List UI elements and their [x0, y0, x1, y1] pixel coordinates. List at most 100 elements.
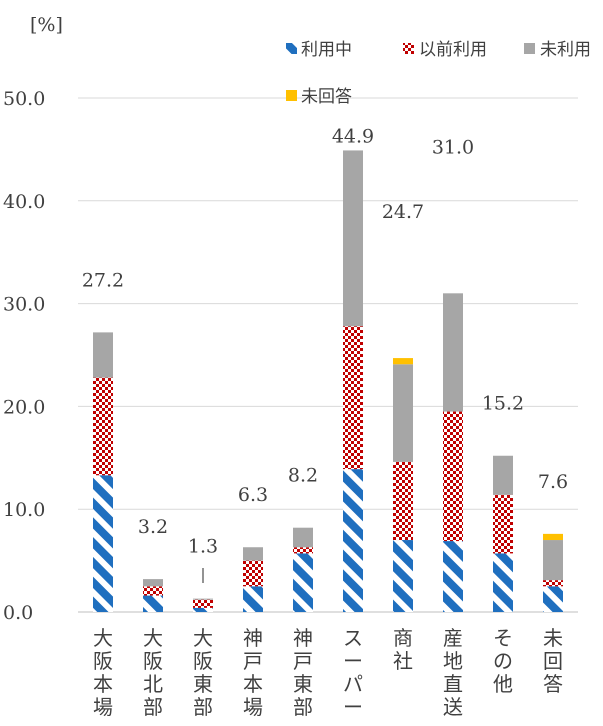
x-tick-label-char: 阪: [93, 649, 113, 673]
x-tick-label-char: 戸: [293, 649, 313, 673]
x-tick-label-char: 本: [93, 672, 113, 696]
bar-segment-2: [143, 586, 163, 596]
x-tick-label-char: 場: [243, 695, 263, 719]
legend-entry-unused: 未利用: [524, 40, 591, 60]
bar-segment-1: [493, 553, 513, 612]
total-label: 3.2: [138, 516, 168, 538]
total-label: 27.2: [82, 269, 124, 291]
legend-entry-previously-used: 以前利用: [403, 40, 487, 60]
x-tick-label-char: 東: [293, 672, 313, 696]
y-tick-label: 40.0: [3, 191, 45, 213]
x-tick-label-char: ー: [343, 649, 363, 673]
bar-segment-3: [93, 332, 113, 378]
bar-segment-3: [293, 527, 313, 548]
total-label: 7.6: [538, 471, 568, 493]
total-label: 8.2: [288, 465, 318, 487]
x-tick-label-char: 地: [443, 649, 463, 673]
total-label: 1.3: [188, 536, 218, 558]
total-label: 15.2: [482, 393, 524, 415]
x-tick-label-char: 回: [543, 649, 563, 673]
bar-segment-3: [493, 455, 513, 495]
x-tick-label-char: 阪: [143, 649, 163, 673]
y-tick-label: 50.0: [3, 88, 45, 110]
bar-segment-3: [193, 598, 213, 600]
y-tick-label: 30.0: [3, 294, 45, 316]
bar-segment-2: [93, 377, 113, 476]
bar-segment-1: [243, 586, 263, 612]
x-tick-label-char: 答: [543, 672, 563, 696]
legend-swatch-unused: [524, 43, 535, 54]
bar-segment-1: [393, 540, 413, 612]
bar-segment-3: [243, 547, 263, 561]
x-tick-label-char: 部: [143, 695, 163, 719]
bar-segment-3: [343, 150, 363, 327]
bar-segment-2: [193, 599, 213, 608]
x-tick-label-char: ー: [343, 695, 363, 719]
x-tick-label-char: 神: [293, 626, 313, 650]
legend-swatch-in-use: [286, 43, 297, 54]
y-tick-label: 10.0: [3, 499, 45, 521]
bar-segment-2: [293, 547, 313, 554]
bar-segment-1: [143, 595, 163, 612]
bar-segment-3: [393, 364, 413, 462]
y-tick-label: 0.0: [3, 602, 33, 624]
total-label: 31.0: [432, 136, 474, 158]
x-tick-label-char: 直: [443, 672, 463, 696]
x-tick-label-char: 東: [193, 672, 213, 696]
y-axis-unit-label: [%]: [30, 14, 63, 36]
x-tick-label-char: 部: [193, 695, 213, 719]
bar-segment-2: [343, 326, 363, 470]
x-tick-label-char: 戸: [243, 649, 263, 673]
bar-segment-2: [393, 461, 413, 541]
bar-segment-4: [543, 533, 563, 541]
legend-label-unused: 未利用: [540, 40, 591, 60]
x-tick-label-char: 大: [143, 626, 163, 650]
bars: [93, 150, 563, 612]
x-tick-label-char: 商: [393, 626, 413, 650]
bar-segment-1: [293, 553, 313, 612]
bar-segment-3: [143, 579, 163, 587]
bar-segment-1: [193, 607, 213, 612]
x-tick-label-char: 大: [93, 626, 113, 650]
bar-segment-1: [93, 475, 113, 612]
bar-segment-1: [443, 541, 463, 612]
x-tick-label-char: 送: [443, 695, 463, 719]
y-axis-tick-labels: 0.0 10.0 20.0 30.0 40.0 50.0: [3, 88, 45, 624]
x-tick-label-char: 社: [393, 649, 413, 673]
total-labels: 27.2 3.2 1.3 6.3 8.2 44.9 24.7 31.0 15.2 7.6: [82, 125, 568, 557]
x-tick-label-char: 未: [543, 626, 563, 650]
x-tick-label-char: 他: [493, 672, 513, 696]
legend-label-previously-used: 以前利用: [419, 40, 487, 60]
x-tick-label-char: 大: [193, 626, 213, 650]
x-tick-label-char: 本: [243, 672, 263, 696]
x-tick-label-char: 産: [443, 626, 463, 650]
x-tick-label-char: そ: [493, 626, 513, 650]
x-tick-label-char: ス: [343, 626, 363, 650]
legend-entry-in-use: 利用中: [286, 40, 352, 60]
legend-swatch-no-answer: [286, 90, 297, 101]
y-tick-label: 20.0: [3, 396, 45, 418]
legend: 利用中 以前利用 未利用 未回答: [286, 40, 591, 107]
bar-segment-3: [443, 293, 463, 412]
bar-segment-3: [543, 540, 563, 581]
bar-segment-2: [243, 560, 263, 587]
total-label: 44.9: [332, 125, 374, 147]
bar-segment-2: [493, 494, 513, 554]
bar-segment-1: [343, 469, 363, 612]
bar-segment-4: [393, 358, 413, 365]
x-tick-label-char: パ: [343, 672, 363, 696]
x-tick-label-char: 阪: [193, 649, 213, 673]
bar-segment-1: [543, 586, 563, 612]
legend-label-in-use: 利用中: [301, 40, 352, 60]
legend-label-no-answer: 未回答: [301, 87, 352, 107]
total-label: 24.7: [382, 201, 424, 223]
x-tick-label-char: 北: [143, 672, 163, 696]
legend-entry-no-answer: 未回答: [286, 87, 352, 107]
total-label: 6.3: [238, 484, 268, 506]
bar-segment-2: [443, 411, 463, 542]
bar-segment-2: [543, 580, 563, 587]
legend-swatch-previously-used: [403, 43, 414, 54]
x-tick-label-char: 場: [93, 695, 113, 719]
